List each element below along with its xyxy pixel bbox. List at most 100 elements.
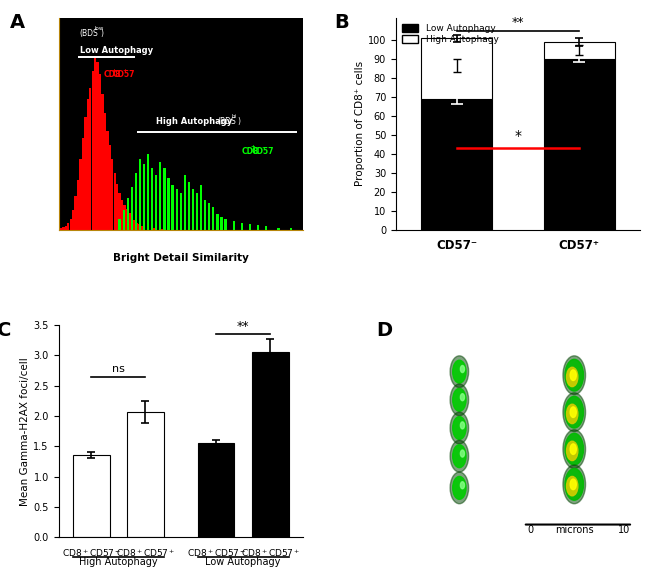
Bar — [543, 59, 615, 230]
Bar — [111, 159, 113, 230]
Bar — [59, 228, 62, 230]
Bar — [198, 443, 235, 537]
Bar — [421, 39, 492, 99]
Bar — [265, 227, 267, 230]
Bar — [82, 138, 84, 230]
Bar — [161, 228, 164, 230]
Text: CD8: CD8 — [103, 70, 121, 79]
Bar — [121, 200, 123, 230]
Bar — [143, 227, 145, 230]
Bar — [62, 227, 64, 230]
Bar — [216, 214, 218, 230]
X-axis label: Bright Detail Similarity: Bright Detail Similarity — [113, 253, 249, 263]
Bar — [101, 93, 103, 230]
Bar — [131, 216, 133, 230]
Text: **: ** — [512, 16, 525, 29]
Text: −: − — [261, 144, 266, 150]
Bar — [127, 412, 164, 537]
Bar — [252, 352, 289, 537]
Text: microns: microns — [555, 525, 593, 535]
Bar — [114, 173, 116, 230]
Bar — [167, 178, 170, 230]
Bar — [118, 219, 121, 230]
Bar — [92, 71, 94, 230]
Bar — [79, 159, 82, 230]
Y-axis label: Proportion of CD8⁺ cells: Proportion of CD8⁺ cells — [355, 61, 365, 186]
Text: *: * — [515, 128, 521, 142]
Text: C: C — [0, 321, 12, 340]
Text: +: + — [122, 68, 127, 73]
Bar — [147, 154, 150, 230]
Text: CD8: CD8 — [242, 147, 259, 156]
Text: (BDS: (BDS — [80, 29, 98, 38]
Bar — [118, 193, 121, 230]
Text: ns: ns — [112, 364, 125, 374]
Bar — [147, 228, 150, 230]
Text: (BDS: (BDS — [217, 117, 236, 126]
Bar — [72, 210, 74, 230]
Bar — [196, 193, 198, 230]
Bar — [200, 186, 202, 230]
Text: **: ** — [237, 320, 250, 333]
Bar — [179, 193, 182, 230]
Bar — [249, 224, 251, 230]
Bar — [138, 224, 140, 230]
Bar — [278, 228, 280, 230]
Text: 0: 0 — [528, 525, 534, 535]
Bar — [106, 131, 109, 230]
Bar — [143, 164, 145, 230]
Bar — [176, 189, 177, 230]
Text: D: D — [376, 321, 393, 340]
Bar — [153, 228, 155, 230]
Bar — [140, 226, 143, 230]
Bar — [257, 225, 259, 230]
Bar — [204, 200, 206, 230]
Bar — [208, 203, 211, 230]
Bar — [159, 162, 161, 230]
Bar — [70, 219, 72, 230]
Bar — [421, 99, 492, 230]
Bar — [290, 228, 292, 230]
Bar — [84, 117, 86, 230]
Bar — [96, 62, 99, 230]
Bar — [188, 182, 190, 230]
Text: ): ) — [100, 29, 103, 38]
Bar — [94, 57, 96, 230]
Text: +: + — [250, 144, 255, 150]
Text: Low Autophagy: Low Autophagy — [80, 46, 153, 54]
Bar — [155, 175, 157, 230]
Bar — [139, 159, 141, 230]
Bar — [89, 88, 92, 230]
Bar — [104, 113, 106, 230]
Bar — [184, 175, 186, 230]
Legend: Low Autophagy, High Autophagy: Low Autophagy, High Autophagy — [400, 22, 500, 46]
Bar — [136, 223, 138, 230]
Bar — [67, 223, 70, 230]
Bar — [127, 198, 129, 230]
Bar — [131, 187, 133, 230]
Bar — [233, 221, 235, 230]
Y-axis label: Mean Gamma-H2AX foci/cell: Mean Gamma-H2AX foci/cell — [21, 357, 31, 506]
Bar — [172, 229, 174, 230]
Bar — [192, 189, 194, 230]
Text: High Autophagy: High Autophagy — [79, 557, 157, 567]
Text: CD57: CD57 — [252, 147, 274, 156]
Bar — [224, 219, 227, 230]
Bar — [151, 168, 153, 230]
Text: +: + — [111, 68, 116, 73]
Bar — [240, 223, 243, 230]
Text: CD57: CD57 — [113, 70, 136, 79]
Text: Low Autophagy: Low Autophagy — [205, 557, 281, 567]
Bar — [220, 217, 222, 230]
Bar — [543, 42, 615, 59]
Text: hi: hi — [231, 114, 237, 119]
Bar — [86, 99, 89, 230]
Bar — [172, 186, 174, 230]
Bar — [135, 173, 137, 230]
Bar — [128, 213, 131, 230]
Bar — [116, 184, 118, 230]
Bar — [212, 207, 214, 230]
Bar — [124, 205, 125, 230]
Text: ): ) — [237, 117, 240, 126]
Bar — [133, 220, 135, 230]
